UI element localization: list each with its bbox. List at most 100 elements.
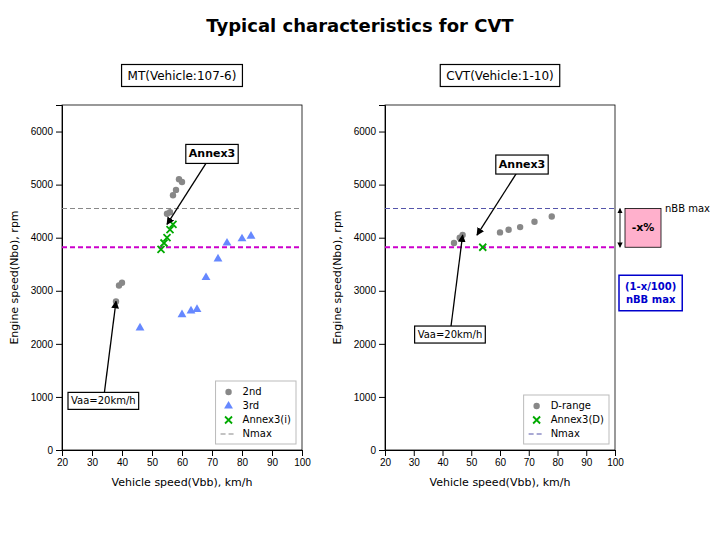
- tick-label: 80: [552, 457, 564, 468]
- point: [517, 224, 523, 230]
- legend-symbol: [221, 433, 237, 434]
- y-axis-title: Engine speed(Nbo), rpm: [331, 210, 344, 344]
- point: [451, 240, 457, 246]
- tick: 3000: [354, 285, 385, 296]
- note-text: (1-x/100)nBB max: [625, 281, 676, 305]
- tick: 100: [607, 450, 624, 468]
- tick-label: 40: [437, 457, 449, 468]
- tick: 40: [117, 450, 129, 468]
- tick-mark: [92, 450, 93, 456]
- annotation-box: [186, 144, 238, 163]
- point: [202, 272, 211, 280]
- tick: 80: [552, 450, 564, 468]
- annotation-box: [415, 326, 486, 343]
- annotation: Vaa=20km/h: [68, 301, 139, 409]
- point: [531, 219, 537, 225]
- tick-mark: [379, 132, 385, 133]
- annotation-text: Vaa=20km/h: [71, 395, 136, 406]
- annotation-text: Annex3: [189, 147, 235, 160]
- legend-label: Annex3(i): [243, 414, 291, 425]
- legend-label: 3rd: [243, 400, 260, 411]
- reference-line: [385, 246, 615, 248]
- tick: 1000: [354, 392, 385, 403]
- plot-frame: [385, 105, 615, 450]
- legend-symbol: [529, 433, 545, 434]
- point: [193, 304, 202, 312]
- tick: 60: [495, 450, 507, 468]
- tick-label: 50: [147, 457, 159, 468]
- legend-label: Nmax: [551, 428, 580, 439]
- legend-box: [524, 395, 609, 444]
- tick: 80: [237, 450, 249, 468]
- tick-label: 80: [237, 457, 249, 468]
- tick: 4000: [31, 232, 62, 243]
- tick-label: 20: [57, 457, 69, 468]
- panel: CVT(Vehicle:1-10)20304050607080901000100…: [331, 65, 710, 490]
- tick-label: 0: [47, 445, 53, 456]
- tick-mark: [272, 450, 273, 456]
- plot-frame: [62, 105, 302, 450]
- reference-line: [62, 208, 302, 209]
- tick-mark: [56, 238, 62, 239]
- tick-label: 90: [267, 457, 279, 468]
- tick: 2000: [31, 339, 62, 350]
- panel: MT(Vehicle:107-6)20304050607080901000100…: [8, 65, 311, 490]
- annotation: Vaa=20km/h: [415, 235, 486, 343]
- tick-mark: [302, 450, 303, 456]
- tick-mark: [56, 185, 62, 186]
- tick: 1000: [31, 392, 62, 403]
- tick: 70: [524, 450, 536, 468]
- axis-line: [63, 451, 303, 457]
- tick-label: 30: [87, 457, 99, 468]
- annotation-arrow: [167, 154, 212, 225]
- tick-mark: [56, 132, 62, 133]
- legend-symbol: [224, 401, 233, 409]
- tick-mark: [379, 185, 385, 186]
- legend-box: [216, 381, 296, 444]
- x-axis: 2030405060708090100: [57, 450, 311, 468]
- tick-mark: [443, 450, 444, 456]
- tick-mark: [414, 450, 415, 456]
- annotation: Annex3: [477, 155, 548, 235]
- tick: 30: [87, 450, 99, 468]
- tick-mark: [242, 450, 243, 456]
- tick: 2000: [354, 339, 385, 350]
- legend-item: D-range: [533, 400, 591, 411]
- tick-mark: [500, 450, 501, 456]
- tick: 50: [147, 450, 159, 468]
- tick-label: 60: [177, 457, 189, 468]
- annotation: Annex3: [167, 144, 238, 224]
- line-label: nBB max: [665, 203, 710, 214]
- note-line: (1-x/100): [625, 281, 676, 292]
- tick-mark: [615, 450, 616, 456]
- tick: 60: [177, 450, 189, 468]
- point: [119, 280, 125, 286]
- tick-mark: [122, 450, 123, 456]
- point: [247, 231, 256, 239]
- series: [113, 176, 185, 304]
- annotation-box: [68, 392, 139, 409]
- tick: 6000: [354, 126, 385, 137]
- plot-area: [385, 209, 615, 251]
- tick-mark: [586, 450, 587, 456]
- tick-mark: [379, 291, 385, 292]
- legend-item: Nmax: [529, 428, 580, 439]
- point: [178, 310, 187, 318]
- tick-label: 6000: [354, 126, 377, 137]
- point: [173, 187, 179, 193]
- annotation-arrow: [450, 235, 463, 334]
- panel-title-box: [122, 65, 243, 87]
- tick-mark: [379, 344, 385, 345]
- annotation-arrow: [103, 301, 116, 401]
- tick-label: 5000: [354, 179, 377, 190]
- legend: D-rangeAnnex3(D)Nmax: [524, 395, 609, 444]
- legend-item: Nmax: [221, 428, 272, 439]
- tick-label: 6000: [31, 126, 54, 137]
- legend-symbol: [225, 389, 231, 395]
- tick-mark: [529, 450, 530, 456]
- legend-label: D-range: [551, 400, 591, 411]
- tick: 20: [380, 450, 392, 468]
- point: [167, 209, 173, 215]
- title: Typical characteristics for CVT: [206, 15, 514, 36]
- panel-title-box: [440, 65, 559, 87]
